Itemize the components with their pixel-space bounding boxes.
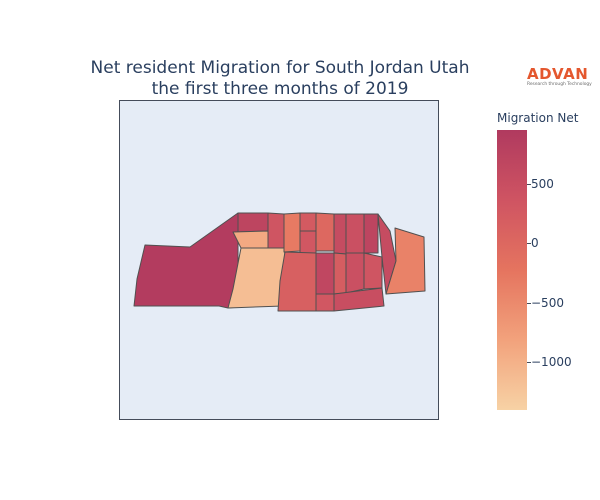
colorbar-title: Migration Net xyxy=(497,111,579,125)
colorbar-tick-mark xyxy=(527,302,531,304)
map-region-mid-col-3[interactable] xyxy=(345,252,365,294)
map-region-north-col-7[interactable] xyxy=(299,230,317,254)
map-region-south-strip-1[interactable] xyxy=(315,293,335,312)
map-region-north-col-1[interactable] xyxy=(283,212,301,253)
map-panel[interactable] xyxy=(119,100,439,420)
logo-tagline: Research through Technology xyxy=(527,82,592,87)
map-region-north-col-5[interactable] xyxy=(345,213,365,254)
colorbar-tick-label: 0 xyxy=(531,236,539,251)
logo-wordmark: ADVAN xyxy=(527,65,589,83)
map-region-mid-col-1[interactable] xyxy=(315,252,335,295)
colorbar-gradient xyxy=(497,130,527,410)
colorbar-tick-mark xyxy=(527,243,531,245)
map-region-north-col-6[interactable] xyxy=(363,213,379,254)
map-region-west-large[interactable] xyxy=(133,212,239,309)
colorbar-tick-label: −500 xyxy=(531,295,564,310)
map-region-notch-right[interactable] xyxy=(267,212,285,249)
map-region-mid-large[interactable] xyxy=(277,251,317,312)
colorbar-tick-label: 500 xyxy=(531,176,554,191)
map-region-north-col-3[interactable] xyxy=(315,212,335,252)
chart-title-line1: Net resident Migration for South Jordan … xyxy=(90,58,470,78)
map-region-north-col-2[interactable] xyxy=(299,212,317,232)
choropleth-map[interactable] xyxy=(120,101,438,419)
map-region-east-far[interactable] xyxy=(385,227,426,295)
map-region-north-col-4[interactable] xyxy=(333,213,347,255)
map-region-south-strip-2[interactable] xyxy=(333,287,385,312)
map-region-north-west-a[interactable] xyxy=(237,212,269,233)
chart-title: Net resident Migration for South Jordan … xyxy=(60,58,500,100)
map-region-mid-col-2[interactable] xyxy=(333,252,347,295)
colorbar-tick-mark xyxy=(527,362,531,364)
advan-logo: ADVAN Research through Technology xyxy=(527,65,592,88)
map-region-mid-col-4[interactable] xyxy=(363,252,383,290)
chart-title-line2: the first three months of 2019 xyxy=(151,79,409,99)
colorbar-tick-mark xyxy=(527,183,531,185)
colorbar-tick-label: −1000 xyxy=(531,355,572,370)
